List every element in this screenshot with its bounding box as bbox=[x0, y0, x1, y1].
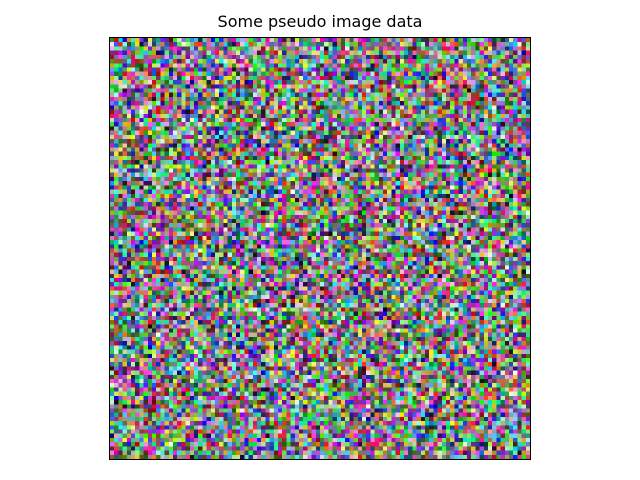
chart-title: Some pseudo image data bbox=[217, 12, 423, 31]
image-axes bbox=[109, 37, 531, 460]
pseudo-image-raster bbox=[110, 38, 530, 459]
